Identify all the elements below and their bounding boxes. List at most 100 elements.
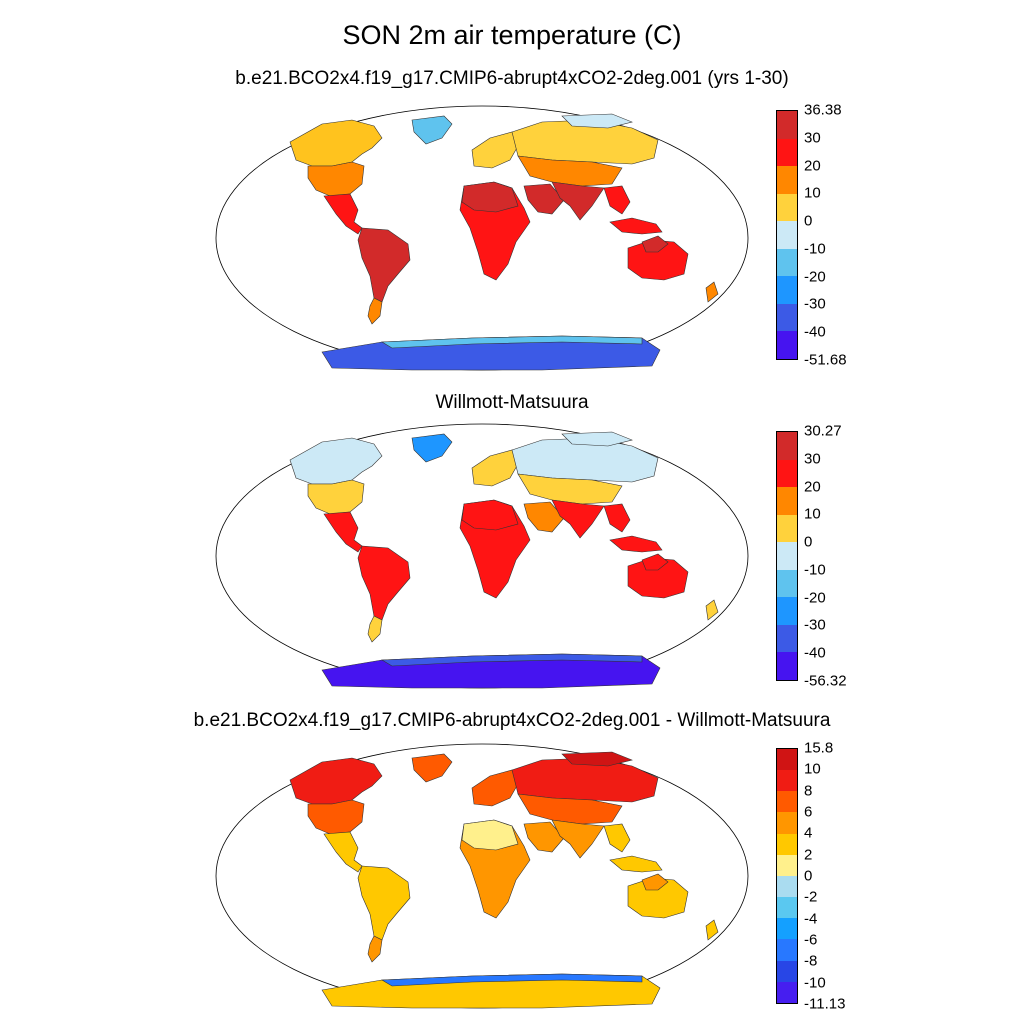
region-australia-north [641, 873, 669, 891]
colorbar-segment [777, 749, 797, 771]
colorbar-tick-label: 2 [804, 846, 813, 864]
region-usa [307, 479, 365, 515]
colorbar-segment [777, 875, 797, 898]
colorbar-tick-label: 4 [804, 824, 813, 842]
colorbar-tick-label: 30 [804, 129, 821, 147]
colorbar-tick-label: -30 [804, 616, 826, 634]
region-north-america [289, 437, 383, 485]
colorbar-segment [777, 960, 797, 982]
region-south-asia [551, 819, 605, 859]
region-greenland [411, 115, 453, 145]
region-south-america [357, 227, 411, 303]
region-siberia-north [561, 751, 633, 767]
colorbar-tick-label: -40 [804, 644, 826, 662]
colorbar-obs [776, 431, 798, 681]
region-patagonia [367, 615, 383, 643]
colorbar-tick-label: 6 [804, 803, 813, 821]
region-southeast-asia [603, 185, 631, 215]
colorbar-tick-label: -20 [804, 589, 826, 607]
region-indonesia [609, 535, 663, 553]
colorbar-segment [777, 939, 797, 961]
colorbar-segment [777, 487, 797, 515]
panel-title-model: b.e21.BCO2x4.f19_g17.CMIP6-abrupt4xCO2-2… [235, 68, 789, 89]
colorbar-tick-label: 20 [804, 478, 821, 496]
colorbar-diff [776, 748, 798, 1004]
colorbar-segment [777, 303, 797, 332]
region-central-asia [517, 155, 623, 187]
region-indonesia [609, 217, 663, 235]
colorbar-segment [777, 514, 797, 543]
colorbar-tick-label: -51.68 [804, 351, 847, 369]
region-greenland [411, 433, 453, 463]
colorbar-tick-label: -40 [804, 323, 826, 341]
region-indonesia [609, 855, 663, 873]
colorbar-segment [777, 624, 797, 653]
region-central-asia [517, 473, 623, 505]
colorbar-segment [777, 770, 797, 792]
region-central-asia [517, 793, 623, 825]
colorbar-tick-label: 36.38 [804, 101, 842, 119]
colorbar-segment [777, 111, 797, 139]
panel-title-diff: b.e21.BCO2x4.f19_g17.CMIP6-abrupt4xCO2-2… [193, 710, 831, 731]
region-antarctica-edge [380, 335, 643, 349]
colorbar-segment [777, 193, 797, 222]
region-patagonia [367, 297, 383, 325]
region-new-zealand [705, 599, 719, 621]
region-new-zealand [705, 919, 719, 941]
colorbar-tick-label: 30.27 [804, 422, 842, 440]
colorbar-segment [777, 248, 797, 277]
colorbar-tick-label: 0 [804, 867, 813, 885]
region-siberia-north [561, 431, 633, 447]
colorbar-segment [777, 897, 797, 919]
colorbar-segment [777, 331, 797, 359]
colorbar-segment [777, 812, 797, 834]
colorbar-tick-label: -20 [804, 268, 826, 286]
colorbar-tick-label: -10 [804, 240, 826, 258]
region-greenland [411, 753, 453, 783]
colorbar-tick-label: -11.13 [804, 995, 846, 1013]
region-southeast-asia [603, 823, 631, 853]
map-diff [215, 743, 749, 1009]
colorbar-tick-label: -6 [804, 931, 818, 949]
region-sahara [461, 499, 519, 531]
colorbar-tick-label: 15.8 [804, 739, 834, 757]
region-south-asia [551, 499, 605, 539]
region-south-america [357, 865, 411, 941]
region-sahara [461, 819, 519, 851]
region-siberia-north [561, 113, 633, 129]
map-obs [215, 423, 749, 689]
region-usa [307, 161, 365, 197]
region-new-zealand [705, 281, 719, 303]
figure-title: SON 2m air temperature (C) [342, 20, 682, 50]
region-usa [307, 799, 365, 835]
colorbar-tick-label: 30 [804, 450, 821, 468]
region-southeast-asia [603, 503, 631, 533]
region-sahara [461, 181, 519, 213]
colorbar-segment [777, 432, 797, 460]
colorbar-tick-label: 0 [804, 533, 813, 551]
region-north-america [289, 757, 383, 805]
colorbar-tick-label: -2 [804, 888, 818, 906]
colorbar-segment [777, 138, 797, 167]
region-europe [471, 449, 519, 487]
colorbar-segment [777, 459, 797, 488]
colorbar-segment [777, 791, 797, 813]
map-model [215, 105, 749, 371]
colorbar-tick-label: 0 [804, 212, 813, 230]
colorbar-segment [777, 166, 797, 194]
region-europe [471, 769, 519, 807]
colorbar-tick-label: 10 [804, 184, 821, 202]
colorbar-segment [777, 833, 797, 855]
colorbar-segment [777, 569, 797, 598]
region-australia-north [641, 553, 669, 571]
colorbar-tick-label: 10 [804, 505, 821, 523]
region-middle-east [523, 501, 565, 533]
colorbar-tick-label: -30 [804, 295, 826, 313]
colorbar-segment [777, 597, 797, 625]
panel-title-obs: Willmott-Matsuura [435, 392, 589, 413]
colorbar-tick-label: -56.32 [804, 672, 847, 690]
colorbar-tick-label: -10 [804, 974, 826, 992]
colorbar-tick-label: 8 [804, 782, 813, 800]
colorbar-segment [777, 276, 797, 304]
colorbar-tick-label: 10 [804, 760, 821, 778]
